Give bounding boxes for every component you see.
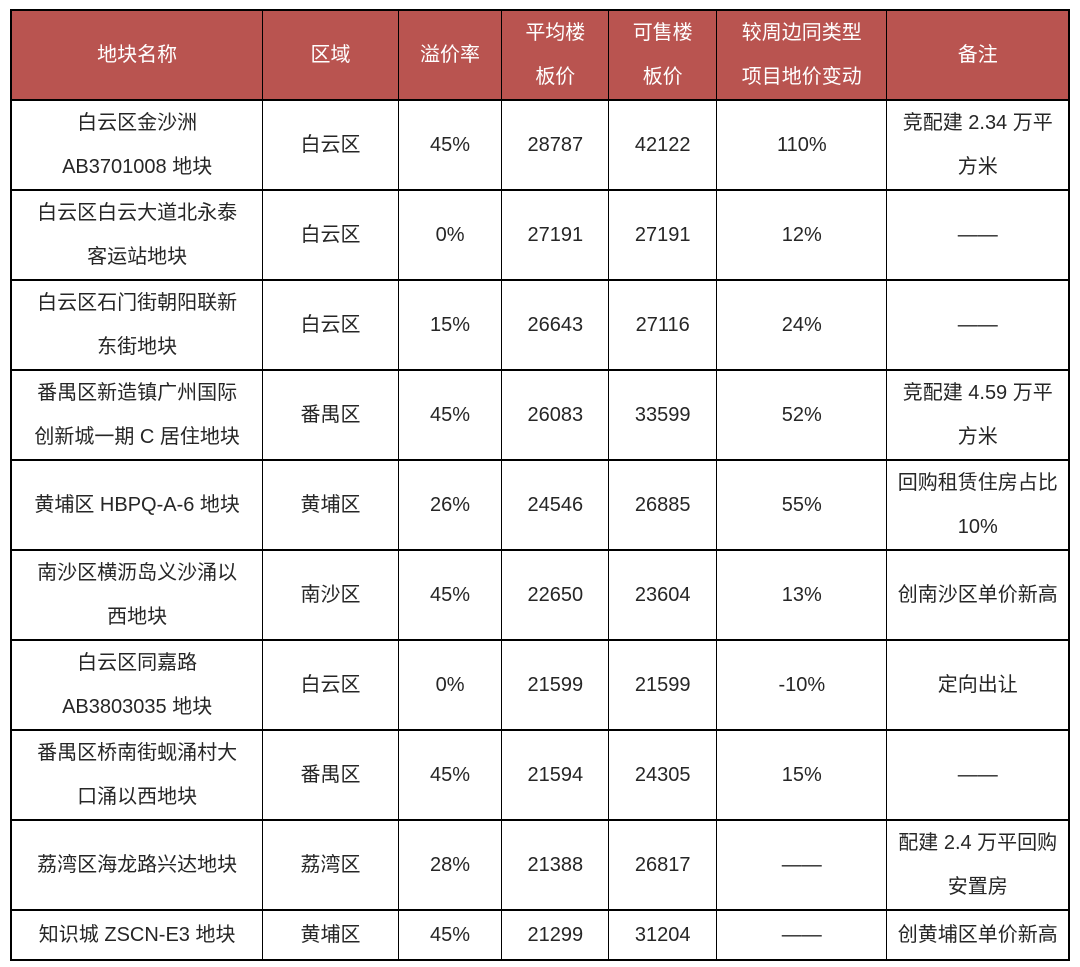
cell-premium-rate: 45% xyxy=(397,99,503,191)
cell-premium-rate: 26% xyxy=(397,459,503,551)
cell-sellable-floor-price: 27116 xyxy=(608,279,718,371)
cell-remark: 配建 2.4 万平回购 安置房 xyxy=(886,819,1070,911)
cell-avg-floor-price: 22650 xyxy=(501,549,610,641)
cell-district: 黄埔区 xyxy=(262,909,399,961)
column-header-price-change: 较周边同类型 项目地价变动 xyxy=(716,9,888,101)
column-header-plot-name: 地块名称 xyxy=(10,9,264,101)
cell-remark: —— xyxy=(886,729,1070,821)
cell-sellable-floor-price: 23604 xyxy=(608,549,718,641)
cell-avg-floor-price: 21388 xyxy=(501,819,610,911)
cell-district: 南沙区 xyxy=(262,549,399,641)
cell-price-change: 24% xyxy=(716,279,888,371)
cell-sellable-floor-price: 27191 xyxy=(608,189,718,281)
cell-sellable-floor-price: 26885 xyxy=(608,459,718,551)
cell-avg-floor-price: 26083 xyxy=(501,369,610,461)
cell-plot-name: 番禺区新造镇广州国际 创新城一期 C 居住地块 xyxy=(10,369,264,461)
table-row: 知识城 ZSCN-E3 地块 黄埔区 45% 21299 31204 —— 创黄… xyxy=(10,909,1070,961)
cell-price-change: 12% xyxy=(716,189,888,281)
cell-district: 白云区 xyxy=(262,189,399,281)
cell-sellable-floor-price: 31204 xyxy=(608,909,718,961)
column-header-premium-rate: 溢价率 xyxy=(397,9,503,101)
cell-sellable-floor-price: 33599 xyxy=(608,369,718,461)
table-row: 白云区金沙洲 AB3701008 地块 白云区 45% 28787 42122 … xyxy=(10,99,1070,191)
table-row: 番禺区桥南街蚬涌村大 口涌以西地块 番禺区 45% 21594 24305 15… xyxy=(10,729,1070,821)
cell-premium-rate: 0% xyxy=(397,189,503,281)
column-header-remark: 备注 xyxy=(886,9,1070,101)
cell-premium-rate: 0% xyxy=(397,639,503,731)
column-header-district: 区域 xyxy=(262,9,399,101)
cell-price-change: 13% xyxy=(716,549,888,641)
cell-remark: 创南沙区单价新高 xyxy=(886,549,1070,641)
cell-district: 番禺区 xyxy=(262,729,399,821)
cell-plot-name: 白云区石门街朝阳联新 东街地块 xyxy=(10,279,264,371)
table-header: 地块名称 区域 溢价率 平均楼 板价 可售楼 板价 较周边同类型 项目地价变动 … xyxy=(10,9,1070,101)
cell-premium-rate: 28% xyxy=(397,819,503,911)
table-row: 白云区白云大道北永泰 客运站地块 白云区 0% 27191 27191 12% … xyxy=(10,189,1070,281)
table-row: 荔湾区海龙路兴达地块 荔湾区 28% 21388 26817 —— 配建 2.4… xyxy=(10,819,1070,911)
table-row: 番禺区新造镇广州国际 创新城一期 C 居住地块 番禺区 45% 26083 33… xyxy=(10,369,1070,461)
cell-avg-floor-price: 27191 xyxy=(501,189,610,281)
cell-price-change: 15% xyxy=(716,729,888,821)
cell-sellable-floor-price: 42122 xyxy=(608,99,718,191)
cell-sellable-floor-price: 21599 xyxy=(608,639,718,731)
column-header-avg-floor-price: 平均楼 板价 xyxy=(501,9,610,101)
cell-price-change: —— xyxy=(716,819,888,911)
table-row: 白云区石门街朝阳联新 东街地块 白云区 15% 26643 27116 24% … xyxy=(10,279,1070,371)
cell-avg-floor-price: 21594 xyxy=(501,729,610,821)
cell-remark: —— xyxy=(886,279,1070,371)
cell-plot-name: 黄埔区 HBPQ-A-6 地块 xyxy=(10,459,264,551)
cell-plot-name: 知识城 ZSCN-E3 地块 xyxy=(10,909,264,961)
cell-avg-floor-price: 21299 xyxy=(501,909,610,961)
cell-remark: —— xyxy=(886,189,1070,281)
cell-premium-rate: 45% xyxy=(397,549,503,641)
cell-price-change: 55% xyxy=(716,459,888,551)
header-row: 地块名称 区域 溢价率 平均楼 板价 可售楼 板价 较周边同类型 项目地价变动 … xyxy=(10,9,1070,101)
cell-premium-rate: 45% xyxy=(397,369,503,461)
cell-price-change: —— xyxy=(716,909,888,961)
cell-district: 白云区 xyxy=(262,99,399,191)
cell-plot-name: 荔湾区海龙路兴达地块 xyxy=(10,819,264,911)
land-price-table: 地块名称 区域 溢价率 平均楼 板价 可售楼 板价 较周边同类型 项目地价变动 … xyxy=(10,9,1070,961)
cell-remark: 定向出让 xyxy=(886,639,1070,731)
cell-avg-floor-price: 24546 xyxy=(501,459,610,551)
cell-premium-rate: 15% xyxy=(397,279,503,371)
cell-price-change: -10% xyxy=(716,639,888,731)
cell-avg-floor-price: 28787 xyxy=(501,99,610,191)
cell-district: 荔湾区 xyxy=(262,819,399,911)
cell-remark: 创黄埔区单价新高 xyxy=(886,909,1070,961)
cell-price-change: 110% xyxy=(716,99,888,191)
cell-plot-name: 白云区金沙洲 AB3701008 地块 xyxy=(10,99,264,191)
table-row: 南沙区横沥岛义沙涌以 西地块 南沙区 45% 22650 23604 13% 创… xyxy=(10,549,1070,641)
cell-premium-rate: 45% xyxy=(397,729,503,821)
table-row: 白云区同嘉路 AB3803035 地块 白云区 0% 21599 21599 -… xyxy=(10,639,1070,731)
cell-remark: 竞配建 4.59 万平 方米 xyxy=(886,369,1070,461)
cell-sellable-floor-price: 24305 xyxy=(608,729,718,821)
cell-sellable-floor-price: 26817 xyxy=(608,819,718,911)
cell-price-change: 52% xyxy=(716,369,888,461)
cell-plot-name: 番禺区桥南街蚬涌村大 口涌以西地块 xyxy=(10,729,264,821)
cell-district: 白云区 xyxy=(262,639,399,731)
cell-plot-name: 白云区白云大道北永泰 客运站地块 xyxy=(10,189,264,281)
cell-remark: 竞配建 2.34 万平 方米 xyxy=(886,99,1070,191)
table-body: 白云区金沙洲 AB3701008 地块 白云区 45% 28787 42122 … xyxy=(10,99,1070,961)
cell-avg-floor-price: 21599 xyxy=(501,639,610,731)
table-row: 黄埔区 HBPQ-A-6 地块 黄埔区 26% 24546 26885 55% … xyxy=(10,459,1070,551)
column-header-sellable-floor-price: 可售楼 板价 xyxy=(608,9,718,101)
cell-premium-rate: 45% xyxy=(397,909,503,961)
cell-plot-name: 南沙区横沥岛义沙涌以 西地块 xyxy=(10,549,264,641)
cell-district: 黄埔区 xyxy=(262,459,399,551)
cell-avg-floor-price: 26643 xyxy=(501,279,610,371)
cell-district: 番禺区 xyxy=(262,369,399,461)
cell-plot-name: 白云区同嘉路 AB3803035 地块 xyxy=(10,639,264,731)
cell-district: 白云区 xyxy=(262,279,399,371)
cell-remark: 回购租赁住房占比 10% xyxy=(886,459,1070,551)
